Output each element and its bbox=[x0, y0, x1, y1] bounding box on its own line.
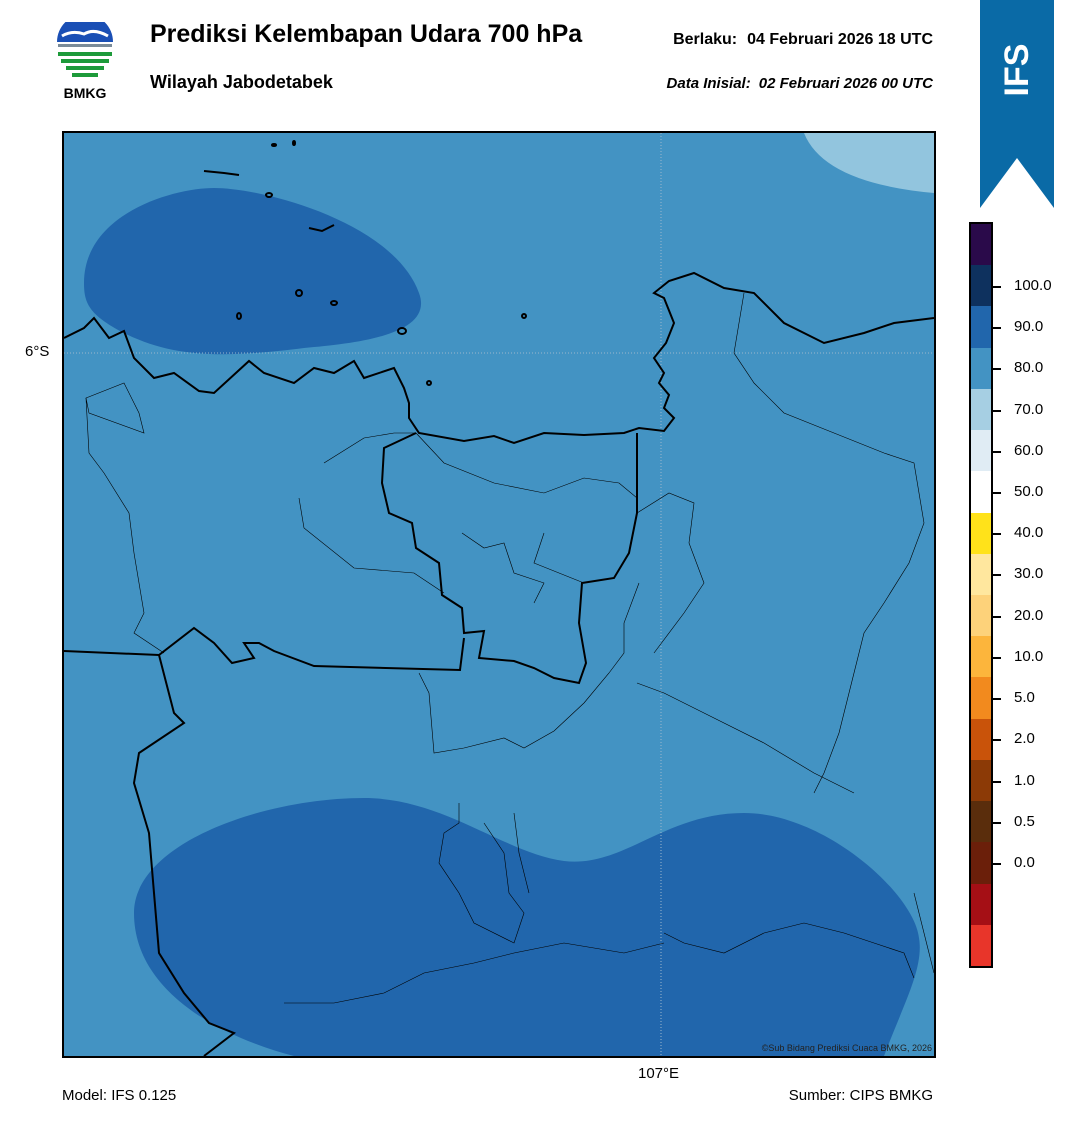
colorbar-band bbox=[971, 883, 991, 925]
init-time: Data Inisial: 02 Februari 2026 00 UTC bbox=[667, 75, 933, 92]
colorbar-tick bbox=[991, 739, 1001, 742]
colorbar-label: 2.0 bbox=[1014, 730, 1035, 748]
colorbar-label: 0.5 bbox=[1014, 812, 1035, 830]
colorbar-tick bbox=[991, 327, 1001, 330]
bmkg-logo bbox=[54, 14, 116, 86]
colorbar-band bbox=[971, 801, 991, 843]
colorbar-band bbox=[971, 306, 991, 348]
model-label: Model: IFS 0.125 bbox=[62, 1087, 177, 1104]
colorbar-tick bbox=[991, 491, 1001, 494]
colorbar-tick bbox=[991, 698, 1001, 701]
colorbar-label: 30.0 bbox=[1014, 565, 1044, 583]
colorbar-label: 50.0 bbox=[1014, 482, 1044, 500]
province-boundary-south bbox=[132, 654, 237, 1056]
thousand-islands bbox=[203, 140, 527, 386]
map-canvas: ©Sub Bidang Prediksi Cuaca BMKG, 2026 bbox=[64, 133, 934, 1056]
latitude-label: 6°S bbox=[25, 343, 50, 360]
bmkg-logo-icon bbox=[57, 14, 113, 77]
colorbar-band bbox=[971, 388, 991, 431]
colorbar-tick bbox=[991, 574, 1001, 577]
colorbar-tick bbox=[991, 368, 1001, 371]
colorbar-tick bbox=[991, 780, 1001, 783]
colorbar-label: 1.0 bbox=[1014, 771, 1035, 789]
ifs-badge-text: IFS bbox=[997, 43, 1036, 97]
longitude-label: 107°E bbox=[638, 1065, 680, 1082]
colorbar-label: 5.0 bbox=[1014, 689, 1035, 707]
colorbar-band bbox=[971, 430, 991, 472]
colorbar-band bbox=[971, 718, 991, 760]
colorbar-band bbox=[971, 636, 991, 678]
colorbar-band bbox=[971, 471, 991, 513]
province-boundary-west bbox=[64, 626, 465, 672]
colorbar-label: 80.0 bbox=[1014, 359, 1044, 377]
colorbar-label: 70.0 bbox=[1014, 400, 1044, 418]
colorbar-label: 10.0 bbox=[1014, 647, 1044, 665]
ifs-badge: IFS bbox=[980, 0, 1054, 210]
colorbar-band bbox=[971, 553, 991, 595]
map-credit: ©Sub Bidang Prediksi Cuaca BMKG, 2026 bbox=[762, 1043, 932, 1053]
colorbar-band bbox=[971, 512, 991, 554]
colorbar-label: 40.0 bbox=[1014, 524, 1044, 542]
colorbar-tick bbox=[991, 821, 1001, 824]
colorbar-tick bbox=[991, 533, 1001, 536]
colorbar-tick bbox=[991, 450, 1001, 453]
colorbar-band bbox=[971, 759, 991, 802]
colorbar-band bbox=[971, 924, 991, 966]
colorbar-band bbox=[971, 677, 991, 719]
logo-text: BMKG bbox=[63, 85, 107, 101]
colorbar-band bbox=[971, 265, 991, 307]
init-time-value: 02 Februari 2026 00 UTC bbox=[758, 75, 933, 92]
colorbar-label: 20.0 bbox=[1014, 606, 1044, 624]
valid-time: Berlaku: 04 Februari 2026 18 UTC bbox=[673, 31, 933, 49]
colorbar-tick bbox=[991, 656, 1001, 659]
colorbar-label: 60.0 bbox=[1014, 441, 1044, 459]
chart-title: Prediksi Kelembapan Udara 700 hPa bbox=[150, 20, 583, 48]
colorbar-label: 100.0 bbox=[1014, 276, 1052, 294]
source-label: Sumber: CIPS BMKG bbox=[788, 1087, 933, 1104]
regency-boundaries bbox=[85, 292, 934, 1004]
region-subtitle: Wilayah Jabodetabek bbox=[150, 72, 333, 92]
init-time-label: Data Inisial: bbox=[666, 75, 751, 92]
colorbar-tick bbox=[991, 862, 1001, 865]
humidity-blob-north bbox=[84, 188, 422, 355]
colorbar-band bbox=[971, 842, 991, 884]
valid-time-label: Berlaku: bbox=[673, 31, 738, 48]
colorbar-tick bbox=[991, 285, 1001, 288]
colorbar-band bbox=[971, 224, 991, 266]
coastline bbox=[64, 271, 934, 445]
colorbar-tick bbox=[991, 615, 1001, 618]
colorbar-tick bbox=[991, 409, 1001, 412]
colorbar-label: 90.0 bbox=[1014, 318, 1044, 336]
colorbar-label: 0.0 bbox=[1014, 853, 1035, 871]
colorbar-band bbox=[971, 595, 991, 637]
province-boundary bbox=[380, 432, 638, 685]
colorbar-band bbox=[971, 347, 991, 389]
colorbar bbox=[969, 222, 993, 968]
humidity-blob-south bbox=[134, 798, 920, 1056]
valid-time-value: 04 Februari 2026 18 UTC bbox=[747, 31, 933, 48]
humidity-map: ©Sub Bidang Prediksi Cuaca BMKG, 2026 bbox=[62, 131, 936, 1058]
